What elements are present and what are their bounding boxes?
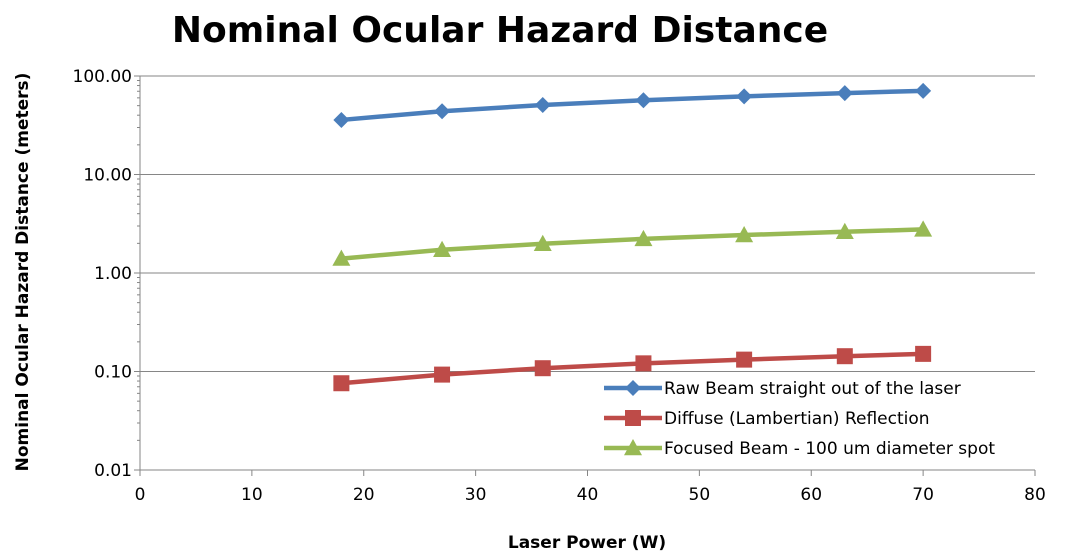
data-point [736, 88, 753, 105]
y-tick-label: 0.01 [94, 461, 132, 481]
legend-item-diffuse-reflection: Diffuse (Lambertian) Reflection [604, 409, 930, 429]
legend-label: Raw Beam straight out of the laser [664, 379, 961, 399]
data-point [915, 82, 932, 99]
legend-marker [625, 410, 641, 426]
data-point [836, 348, 853, 365]
data-point [635, 92, 652, 109]
data-point [634, 229, 653, 247]
legend-label: Diffuse (Lambertian) Reflection [664, 409, 930, 429]
data-point [534, 97, 551, 114]
data-point [836, 85, 853, 102]
data-point [434, 103, 451, 120]
y-tick-label: 100.00 [73, 67, 132, 87]
y-axis-title: Nominal Ocular Hazard Distance (meters) [13, 73, 33, 472]
data-point [835, 222, 854, 239]
data-point [433, 240, 452, 258]
legend-label: Focused Beam - 100 um diameter spot [664, 439, 995, 459]
legend: Raw Beam straight out of the laser Diffus… [604, 379, 995, 459]
series-line [341, 227, 924, 261]
chart-title: Nominal Ocular Hazard Distance [172, 10, 828, 51]
gridlines [140, 75, 1035, 372]
data-point [635, 355, 652, 372]
x-tick-label: 0 [135, 485, 146, 505]
data-point [332, 249, 351, 266]
x-tick-label: 20 [353, 485, 375, 505]
data-point [333, 375, 350, 392]
series-diffuse-reflection [333, 345, 932, 392]
data-point [914, 220, 933, 237]
y-tick-label: 1.00 [94, 264, 132, 284]
y-tick-label: 0.10 [94, 363, 132, 383]
data-point [735, 226, 754, 243]
axes [134, 75, 1036, 476]
x-tick-label: 50 [689, 485, 711, 505]
data-point [333, 111, 350, 128]
data-point [915, 345, 932, 362]
x-tick-label: 10 [241, 485, 263, 505]
data-point [533, 234, 552, 251]
tick-labels: 0.01 0.10 1.00 10.00 100.00 0 10 20 30 40 50 60 70 80 [73, 67, 1046, 505]
x-tick-label: 40 [577, 485, 599, 505]
legend-item-focused-beam: Focused Beam - 100 um diameter spot [604, 439, 995, 459]
x-tick-label: 80 [1024, 485, 1046, 505]
x-tick-label: 60 [800, 485, 822, 505]
data-point [434, 366, 451, 383]
x-tick-label: 30 [465, 485, 487, 505]
legend-item-raw-beam: Raw Beam straight out of the laser [604, 379, 961, 399]
series-focused-beam [332, 220, 933, 266]
plot-area [332, 82, 933, 392]
data-point [736, 351, 753, 368]
x-axis-title: Laser Power (W) [508, 533, 666, 553]
x-tick-label: 70 [912, 485, 934, 505]
legend-marker [624, 439, 642, 456]
series-raw-beam [333, 82, 932, 128]
legend-marker [625, 380, 641, 396]
series-line [341, 88, 924, 123]
data-point [534, 360, 551, 377]
y-tick-label: 10.00 [83, 166, 132, 186]
